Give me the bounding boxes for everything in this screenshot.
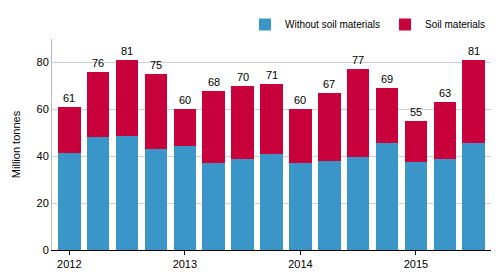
svg-text:70: 70 [237,71,249,83]
svg-text:2015: 2015 [404,258,428,270]
svg-text:75: 75 [150,59,162,71]
svg-text:76: 76 [92,57,104,69]
svg-text:80: 80 [37,56,49,68]
svg-text:Million tonnes: Million tonnes [10,110,22,178]
svg-text:2012: 2012 [57,258,81,270]
svg-text:77: 77 [352,54,364,66]
svg-text:60: 60 [294,94,306,106]
svg-text:81: 81 [121,45,133,57]
svg-text:68: 68 [208,76,220,88]
svg-text:55: 55 [410,106,422,118]
svg-text:60: 60 [37,103,49,115]
svg-text:81: 81 [468,45,480,57]
svg-text:Soil materials: Soil materials [425,19,485,30]
svg-text:20: 20 [37,197,49,209]
svg-text:61: 61 [63,92,75,104]
svg-text:2013: 2013 [173,258,197,270]
svg-text:63: 63 [439,87,451,99]
svg-text:2014: 2014 [288,258,312,270]
svg-text:Without soil materials: Without soil materials [285,19,380,30]
svg-text:0: 0 [43,244,49,256]
svg-text:69: 69 [381,73,393,85]
svg-text:71: 71 [266,69,278,81]
svg-text:60: 60 [179,94,191,106]
svg-text:67: 67 [323,78,335,90]
svg-text:40: 40 [37,150,49,162]
